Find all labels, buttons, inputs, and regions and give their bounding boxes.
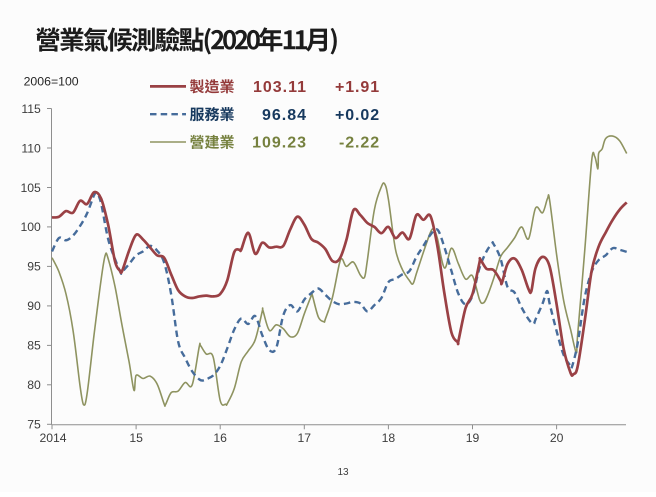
svg-text:2014: 2014 (39, 431, 66, 445)
svg-text:17: 17 (298, 431, 312, 445)
svg-text:+1.91: +1.91 (335, 79, 380, 96)
svg-text:2006=100: 2006=100 (24, 75, 79, 89)
svg-text:96.84: 96.84 (262, 107, 307, 124)
svg-text:115: 115 (21, 102, 41, 116)
svg-text:109.23: 109.23 (252, 135, 307, 152)
svg-text:110: 110 (21, 141, 41, 155)
svg-text:15: 15 (129, 431, 143, 445)
svg-text:+0.02: +0.02 (335, 107, 380, 124)
svg-text:13: 13 (337, 467, 349, 478)
svg-text:85: 85 (27, 339, 41, 353)
svg-text:105: 105 (20, 181, 41, 195)
svg-text:90: 90 (27, 299, 41, 313)
svg-text:16: 16 (213, 431, 227, 445)
svg-text:75: 75 (27, 418, 41, 432)
svg-text:18: 18 (382, 431, 396, 445)
svg-text:-2.22: -2.22 (339, 135, 380, 152)
svg-text:100: 100 (20, 220, 41, 234)
svg-text:20: 20 (550, 431, 564, 445)
svg-text:103.11: 103.11 (253, 79, 307, 96)
svg-text:80: 80 (27, 378, 41, 392)
svg-text:19: 19 (466, 431, 480, 445)
svg-text:95: 95 (27, 260, 41, 274)
